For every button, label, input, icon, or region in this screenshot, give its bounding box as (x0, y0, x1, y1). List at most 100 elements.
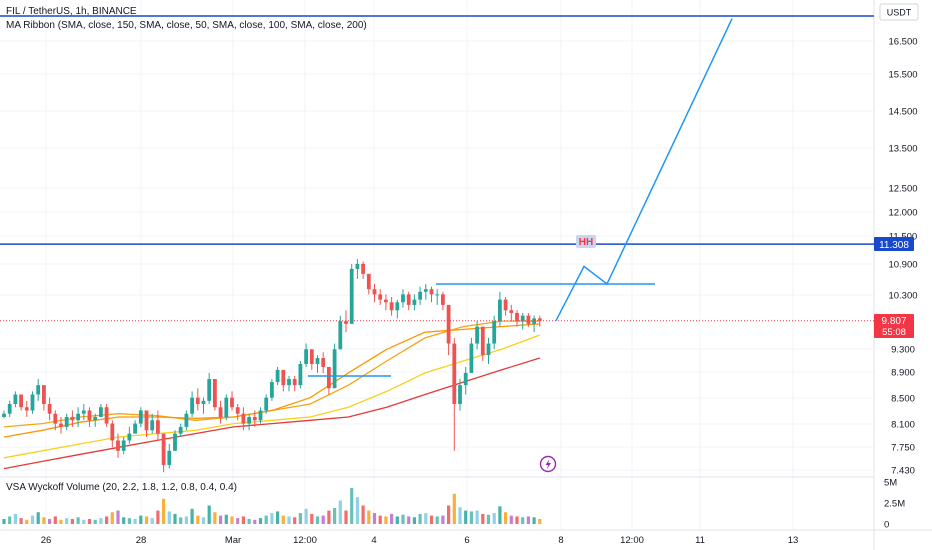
ma-ribbon-legend[interactable]: MA Ribbon (SMA, close, 150, SMA, close, … (6, 20, 367, 31)
candle-body (463, 372, 468, 386)
time-tick-label: 12:00 (620, 535, 644, 546)
time-axis[interactable]: 26 28 Mar 12:00 4 6 8 12:00 11 13 (41, 535, 799, 546)
candle-body (2, 413, 6, 417)
volume-bar (515, 516, 519, 524)
volume-bar (338, 500, 342, 524)
candle-body (190, 397, 194, 414)
volume-bar (201, 517, 206, 524)
volume-bar (116, 510, 120, 524)
candle-body (150, 420, 155, 431)
candle-body (110, 423, 115, 441)
volume-bar (538, 518, 542, 524)
lightning-icon-bolt (545, 459, 551, 470)
candle-body (76, 413, 80, 421)
time-tick-label: 26 (41, 535, 52, 546)
candle-body (156, 420, 160, 434)
ma-line-3 (3, 357, 540, 470)
candle-body (292, 379, 297, 386)
volume-bar (87, 518, 92, 524)
volume-bar (53, 516, 57, 524)
projected-path[interactable] (555, 18, 733, 322)
candle-body (378, 294, 383, 300)
lightning-icon[interactable] (539, 455, 557, 473)
volume-bar (236, 518, 240, 524)
candle-body (469, 343, 474, 373)
candle-body (87, 410, 92, 421)
volume-bar (110, 512, 114, 524)
candle-body (184, 413, 189, 427)
volume-bar (76, 517, 80, 524)
price-tick-label: 9.300 (891, 345, 915, 356)
level-price-badge: 11.308 (874, 237, 914, 251)
volume-bar (264, 515, 268, 524)
volume-bar (219, 515, 223, 524)
volume-bar (412, 517, 416, 524)
price-tick-label: 14.500 (888, 107, 917, 118)
volume-bar (144, 516, 149, 524)
volume-bar (521, 517, 525, 524)
candle-body (116, 440, 120, 451)
currency-selector[interactable]: USDT (879, 3, 919, 21)
candle-body (24, 407, 29, 411)
candle-body (30, 394, 35, 411)
candle-body (309, 349, 314, 364)
hh-label-text: HH (579, 237, 593, 248)
candle-body (270, 382, 274, 398)
candle-body (13, 394, 18, 405)
price-tick-label: 10.300 (888, 291, 917, 302)
volume-bar (127, 518, 131, 524)
candle-body (412, 299, 417, 305)
time-tick-label: Mar (225, 535, 241, 546)
volume-bar (2, 518, 6, 524)
volume-bar (475, 510, 479, 524)
symbol-title[interactable]: FIL / TetherUS, 1h, BINANCE (6, 6, 137, 17)
candle-body (247, 416, 251, 424)
volume-bar (407, 516, 411, 524)
level-badge-box (874, 237, 914, 251)
candle-body (384, 299, 388, 303)
volume-bar (526, 516, 530, 524)
candle-body (458, 385, 462, 405)
volume-histogram (2, 487, 542, 524)
currency-box (879, 3, 919, 21)
price-tick-label: 7.750 (891, 443, 915, 454)
drawing-tools[interactable] (0, 15, 874, 377)
candle-body (161, 433, 166, 465)
candle-body (304, 349, 308, 364)
volume-bar (253, 519, 257, 524)
volume-bar (469, 511, 473, 524)
volume-bar (42, 517, 46, 524)
candle-body (207, 379, 212, 401)
volume-bar (532, 517, 536, 524)
volume-bar (156, 510, 160, 524)
candle-body (298, 363, 303, 386)
candle-body (144, 410, 149, 431)
candle-body (492, 321, 497, 344)
volume-bar (213, 512, 217, 524)
time-tick-label: 8 (558, 535, 563, 546)
candle-body (7, 404, 12, 414)
volume-bar (492, 513, 496, 524)
candle-body (104, 407, 109, 424)
candle-body (315, 358, 320, 364)
volume-bar (372, 513, 377, 524)
candle-body (338, 321, 343, 350)
candle-body (452, 343, 457, 405)
hh-annotation[interactable]: HH (576, 235, 596, 248)
candle-body (441, 294, 445, 305)
candle-body (509, 310, 514, 313)
volume-bar (247, 518, 251, 524)
candle-body (401, 294, 405, 303)
volume-legend[interactable]: VSA Wyckoff Volume (20, 2.2, 1.8, 1.2, 0… (6, 482, 237, 493)
volume-bar (304, 508, 308, 524)
candle-body (423, 289, 428, 292)
price-tick-label: 15.500 (888, 70, 917, 81)
volume-bar (401, 514, 405, 524)
volume-bar (361, 505, 365, 524)
volume-bar (19, 518, 23, 524)
volume-bar (230, 516, 234, 524)
candle-body (81, 410, 86, 414)
